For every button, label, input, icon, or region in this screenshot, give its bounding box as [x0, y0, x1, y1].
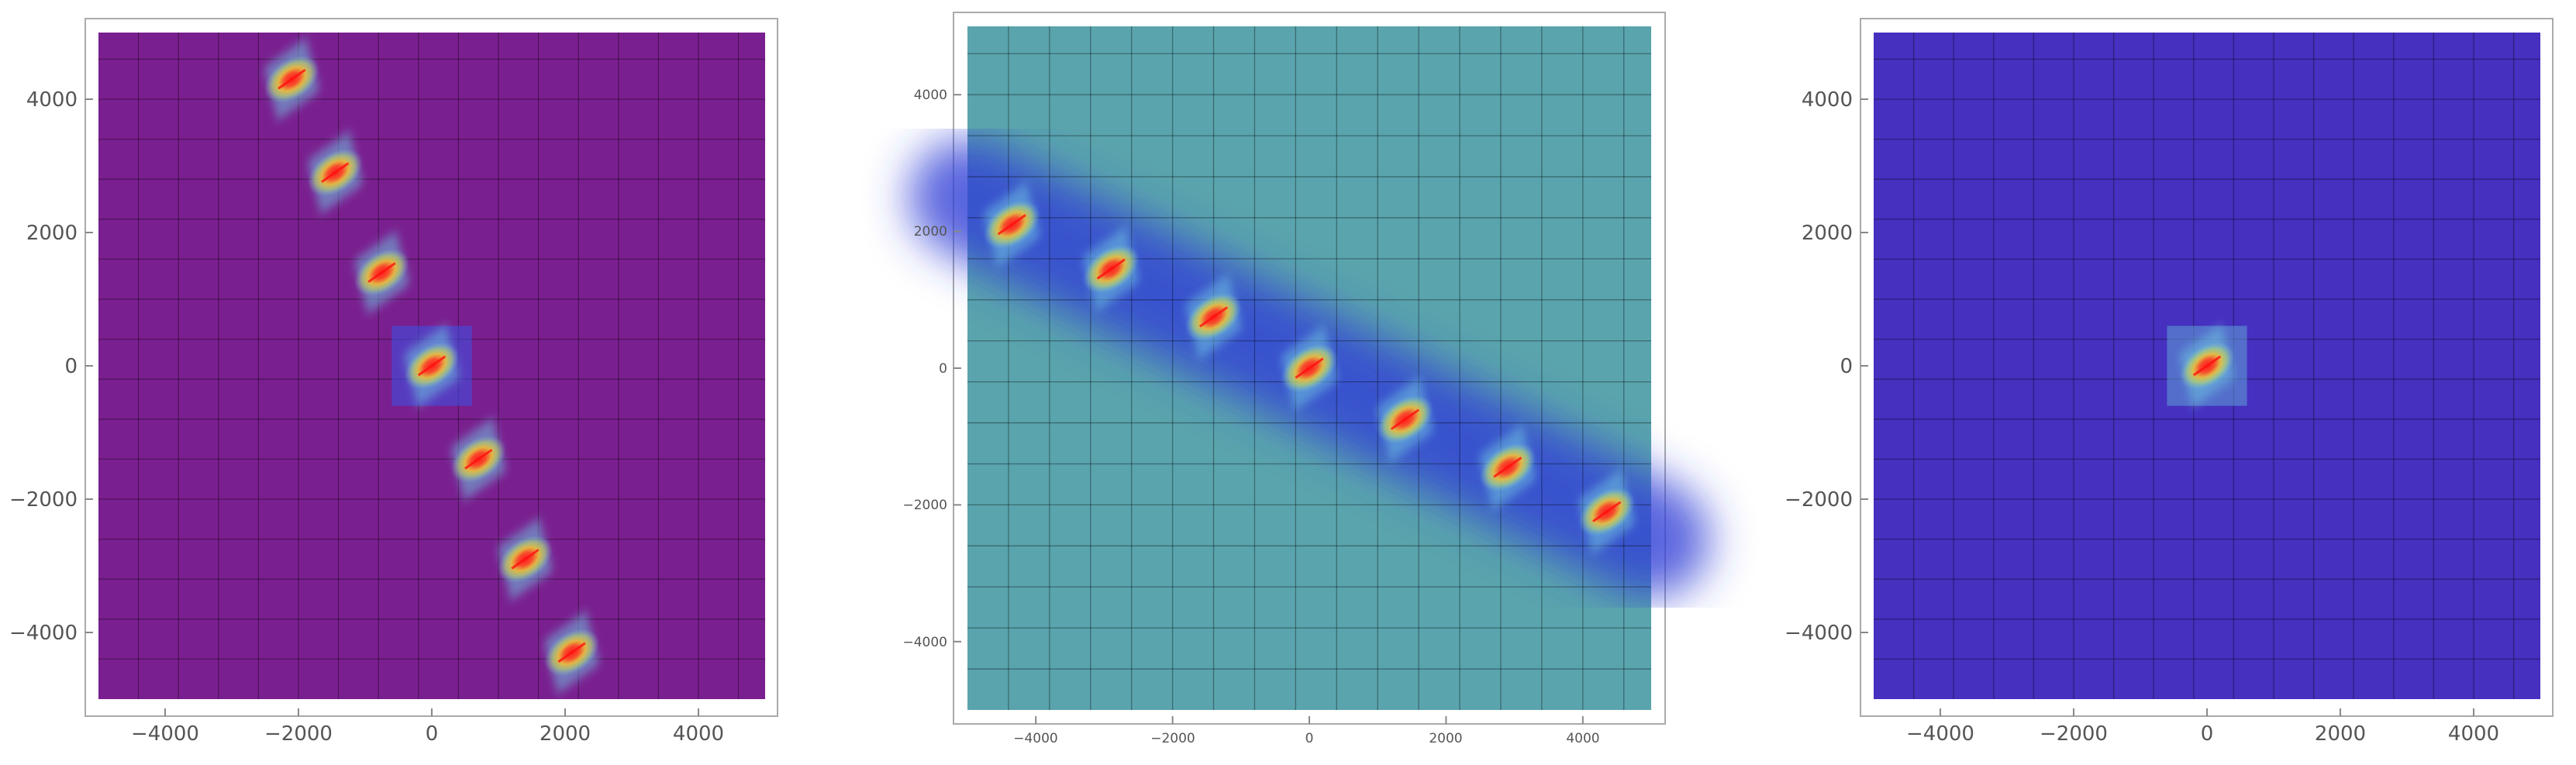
x-tick-label: 2000: [540, 722, 591, 746]
heat-hotspot: [264, 38, 320, 121]
x-tick-label: −4000: [1013, 731, 1058, 746]
hotspot-ridge: [2192, 355, 2222, 377]
hotspot-ridge: [1493, 457, 1522, 478]
hotspot-ridge: [997, 214, 1026, 236]
y-tick-label: 0: [64, 355, 78, 378]
y-tick-label: 0: [939, 361, 947, 377]
y-tick-label: −2000: [1785, 488, 1853, 512]
hotspot-ridge: [278, 68, 306, 90]
x-tick-label: 0: [2201, 722, 2214, 746]
hotspot-ridge: [1592, 501, 1622, 522]
hotspots-2: [983, 182, 1636, 554]
y-tick-label: −4000: [9, 622, 78, 645]
y-tick-label: 4000: [914, 88, 947, 103]
axis-ticks-1: [85, 98, 699, 716]
x-tick-label: −4000: [1906, 722, 1974, 746]
y-tick-label: 2000: [26, 222, 78, 245]
heat-hotspot: [307, 131, 364, 214]
heat-hotspot: [1185, 274, 1243, 360]
heat-hotspot: [983, 182, 1041, 267]
y-tick-labels-1: 4000 2000 0 −2000 −4000: [9, 88, 78, 645]
x-tick-label: 4000: [673, 722, 724, 746]
x-tick-label: −2000: [264, 722, 333, 746]
hotspot-ridge: [557, 642, 586, 663]
heat-hotspot: [1376, 377, 1434, 462]
chart-panel-1: −4000 −2000 0 2000 4000 4000 2000 0 −200…: [9, 18, 778, 746]
hotspot-ridge: [1390, 408, 1420, 430]
grid-3: [1874, 33, 2540, 699]
y-tick-label: −4000: [1785, 622, 1853, 645]
y-tick-label: 2000: [914, 224, 947, 239]
heat-hotspot: [1478, 425, 1536, 510]
axis-ticks-2: [953, 94, 1584, 724]
hotspot-ridge: [1096, 258, 1126, 280]
hotspot-ridge: [1198, 306, 1229, 328]
y-tick-label: 4000: [26, 88, 78, 112]
x-tick-labels-2: −4000 −2000 0 2000 4000: [1013, 731, 1599, 746]
y-tick-label: −2000: [902, 498, 947, 513]
hotspot-ridge: [511, 549, 540, 570]
heat-hotspot: [543, 611, 600, 694]
x-tick-labels-1: −4000 −2000 0 2000 4000: [131, 722, 724, 746]
y-tick-label: −4000: [902, 635, 947, 650]
heat-hotspot: [353, 231, 410, 314]
heat-hotspot: [1578, 469, 1636, 554]
y-tick-label: 0: [1840, 355, 1853, 378]
hotspot-ridge: [417, 355, 447, 377]
x-tick-label: −4000: [131, 722, 199, 746]
hotspots-1: [264, 38, 600, 694]
chart-panel-3: −4000 −2000 0 2000 4000 4000 2000 0 −200…: [1785, 18, 2554, 746]
x-tick-label: 0: [426, 722, 439, 746]
y-tick-label: 2000: [1802, 222, 1853, 245]
chart-panel-2: −4000 −2000 0 2000 4000 4000 2000 0 −200…: [902, 12, 1709, 746]
heat-hotspot: [2178, 324, 2236, 408]
hotspot-ridge: [321, 162, 350, 183]
heat-hotspot: [497, 518, 553, 601]
heat-hotspot: [1082, 226, 1140, 312]
x-tick-label: −2000: [1150, 731, 1195, 746]
y-tick-label: 4000: [1802, 88, 1853, 112]
x-tick-label: 4000: [1566, 731, 1599, 746]
x-tick-label: 2000: [1429, 731, 1462, 746]
heat-hotspot: [1280, 326, 1339, 411]
x-tick-label: −2000: [2040, 722, 2108, 746]
y-tick-label: −2000: [9, 488, 78, 512]
hotspots-3: [2167, 324, 2247, 408]
heat-hotspot: [403, 324, 460, 408]
hotspot-ridge: [464, 449, 493, 470]
y-tick-labels-2: 4000 2000 0 −2000 −4000: [902, 88, 947, 650]
heat-hotspot: [450, 418, 507, 501]
hotspot-ridge: [367, 262, 396, 283]
x-tick-label: 2000: [2315, 722, 2366, 746]
x-tick-label: 4000: [2448, 722, 2499, 746]
x-tick-labels-3: −4000 −2000 0 2000 4000: [1906, 722, 2499, 746]
x-tick-label: 0: [1305, 731, 1314, 746]
hotspot-ridge: [1295, 357, 1324, 379]
axis-ticks-3: [1860, 98, 2474, 716]
y-tick-labels-3: 4000 2000 0 −2000 −4000: [1785, 88, 1853, 645]
